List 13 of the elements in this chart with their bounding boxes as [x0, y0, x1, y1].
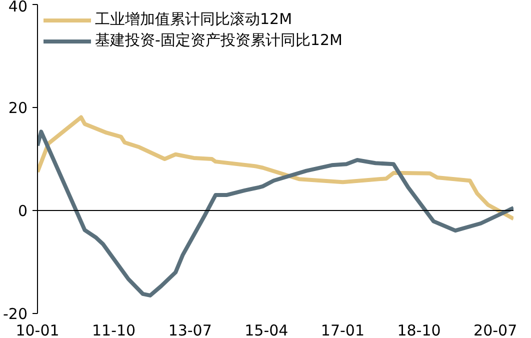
x-tick-label: 18-10 [397, 322, 441, 338]
y-tick-label: -20 [3, 305, 28, 323]
x-tick-label: 15-04 [244, 322, 288, 338]
x-tick-label: 20-07 [474, 322, 518, 338]
x-tick-label: 11-10 [92, 322, 136, 338]
x-tick-label: 13-07 [168, 322, 212, 338]
y-tick-label: 40 [8, 0, 28, 16]
legend-label: 基建投资-固定资产投资累计同比12M [95, 31, 342, 50]
legend-label: 工业增加值累计同比滚动12M [95, 10, 292, 29]
x-tick-label: 17-01 [320, 322, 365, 338]
x-tick-label: 10-01 [16, 322, 60, 338]
y-tick-label: 20 [8, 99, 28, 117]
y-tick-label: 0 [18, 202, 28, 220]
